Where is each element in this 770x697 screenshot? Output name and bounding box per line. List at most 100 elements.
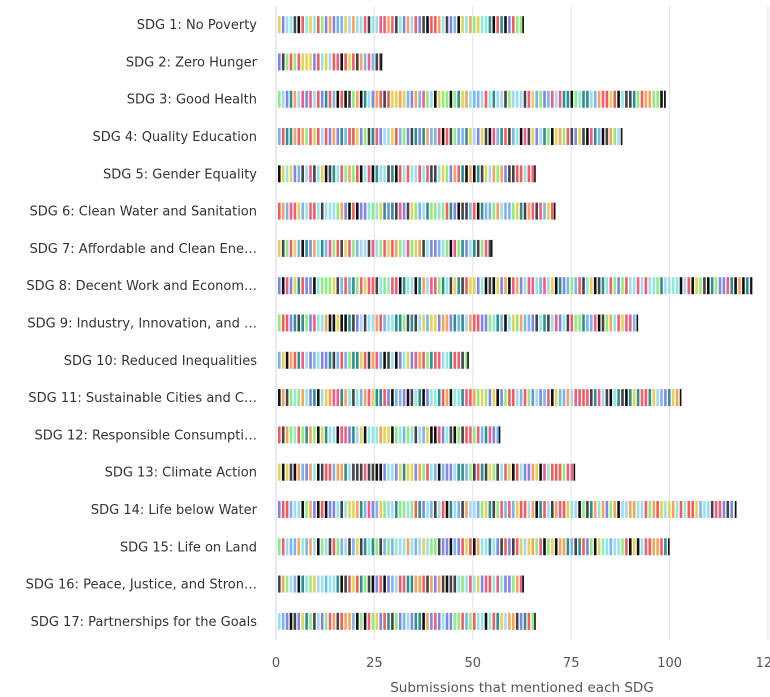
bar-segment [367,351,371,369]
bar-segment [297,351,301,369]
bar-segment [512,277,515,295]
bar-segment [336,314,340,332]
bar-segment [441,314,445,332]
bar-segment [512,128,515,146]
bar-segment [309,351,312,369]
bar-segment [453,90,457,108]
bar-segment [285,426,289,444]
bar-segment [336,538,340,556]
bar-segment [480,426,484,444]
bar-segment [317,314,320,332]
bar-segment [605,314,609,332]
bar-segment [317,351,320,369]
bar-segment [496,463,499,481]
bar-segment [515,277,519,295]
bar-segment [457,90,460,108]
bar-segment [648,389,652,407]
bar-segment [317,90,320,108]
bar-segment [367,389,371,407]
bar-segment [340,165,343,183]
bar-segment [434,500,437,518]
bar-segment [398,16,402,34]
bar-segment [371,500,375,518]
bar-segment [449,277,453,295]
bar-segment [496,90,499,108]
bar-segment [352,500,355,518]
bar-segment [356,165,359,183]
bar-segment [512,16,515,34]
bar-segment [554,90,558,108]
bar-segment [473,90,476,108]
bar-segment [371,277,375,295]
bar-segment [512,463,515,481]
bar-segment [531,90,535,108]
bar-segment [593,277,597,295]
bar-segment [406,351,410,369]
bar-segment [348,128,351,146]
bar-segment [504,277,507,295]
bar-segment [422,16,425,34]
bar-segment [285,500,289,518]
bar-segment [593,500,597,518]
bar-segment [309,90,312,108]
bar-segment [371,165,375,183]
bar-segment [504,463,507,481]
bar-segment [414,463,418,481]
bar-segment [434,538,437,556]
bar-segment [504,575,507,593]
bar-segment [687,500,691,518]
bar-segment [523,538,527,556]
bar-segment [437,426,441,444]
bar-end [573,463,576,481]
bar-segment [317,239,320,257]
bar-segment [441,351,445,369]
bar-segment [445,128,449,146]
bar-segment [297,389,301,407]
bar-segment [547,314,550,332]
bar-segment [305,314,308,332]
bar-segment [578,538,581,556]
bar-segment [379,612,382,630]
bar-segment [336,239,340,257]
bar-segment [504,389,507,407]
bar-segment [363,202,367,220]
bar-segment [414,165,418,183]
bar-segment [375,389,379,407]
bar-segment [582,90,585,108]
bar-segment [523,90,527,108]
bar-segment [648,277,652,295]
bar-segment [309,239,312,257]
bar-segment [492,538,496,556]
bar-segment [461,612,464,630]
bar-segment [352,165,355,183]
bar-segment [363,463,367,481]
bar-segment [508,202,511,220]
bar-segment [586,500,589,518]
bar-segment [356,53,359,71]
bar-segment [387,202,390,220]
bar-segment [512,538,515,556]
bar-segment [582,538,585,556]
bar-segment [414,16,418,34]
bar-segment [383,500,386,518]
bar-segment [508,538,511,556]
bar-segment [574,314,577,332]
bar-segment [554,128,558,146]
bar-segment [414,277,418,295]
bar-segment [297,277,301,295]
bar-segment [519,538,523,556]
bar-segment [313,277,316,295]
bar-segment [391,128,394,146]
bar-segment [336,202,340,220]
bar-segment [398,612,402,630]
bar-segment [313,426,316,444]
bar-segment [718,500,722,518]
bar-segment [492,500,496,518]
bar-segment [430,426,433,444]
bar [278,165,536,183]
bar-segment [387,389,390,407]
bar-segment [515,314,519,332]
bar-segment [625,500,628,518]
bar-segment [441,426,445,444]
bar-segment [523,165,527,183]
